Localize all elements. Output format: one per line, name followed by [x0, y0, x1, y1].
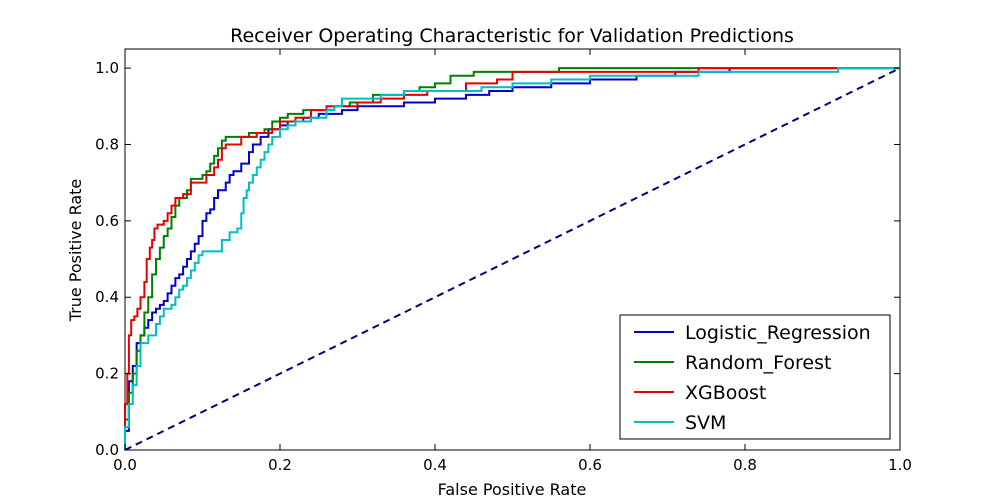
y-tick-label: 0.2: [95, 365, 119, 383]
y-tick-label: 0.4: [95, 288, 119, 306]
chart-title: Receiver Operating Characteristic for Va…: [230, 25, 794, 47]
x-tick-label: 0.4: [423, 456, 447, 474]
plot-area: [124, 48, 901, 451]
y-axis-label: True Positive Rate: [66, 179, 85, 323]
legend-label-svm: SVM: [685, 412, 726, 434]
y-tick-label: 1.0: [95, 59, 119, 77]
x-tick-label: 0.2: [268, 456, 292, 474]
x-tick-label: 0.8: [733, 456, 757, 474]
y-tick-labels: 0.0 0.2 0.4 0.6 0.8 1.0: [95, 59, 119, 459]
y-tick-label: 0.8: [95, 135, 119, 153]
legend-label-random-forest: Random_Forest: [685, 352, 831, 374]
legend: Logistic_Regression Random_Forest XGBoost S…: [619, 314, 891, 440]
legend-label-logistic-regression: Logistic_Regression: [685, 322, 871, 344]
series-line-svm: [124, 67, 900, 450]
y-tick-label: 0.6: [95, 212, 119, 230]
legend-box: [619, 314, 891, 440]
series-line-logistic-regression: [124, 67, 900, 450]
x-axis-label: False Positive Rate: [438, 480, 587, 499]
x-tick-label: 1.0: [888, 456, 912, 474]
x-tick-label: 0.0: [113, 456, 137, 474]
series-lines: [124, 67, 901, 451]
axis-ticks: [124, 49, 901, 451]
y-tick-label: 0.0: [95, 441, 119, 459]
series-line-random-forest: [124, 67, 900, 450]
x-tick-labels: 0.0 0.2 0.4 0.6 0.8 1.0: [113, 456, 912, 474]
legend-label-xgboost: XGBoost: [685, 382, 766, 404]
x-tick-label: 0.6: [578, 456, 602, 474]
